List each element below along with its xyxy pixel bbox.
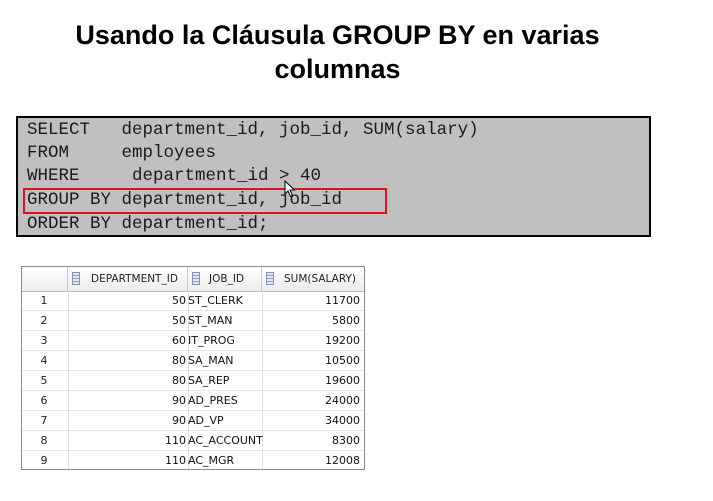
table-row[interactable]: 4 80 SA_MAN 10500 (22, 351, 364, 371)
cell-job-id[interactable]: ST_MAN (188, 314, 233, 327)
column-sort-icon (192, 272, 200, 285)
cell-sum-salary[interactable]: 12008 (325, 454, 360, 467)
column-divider (262, 291, 263, 469)
table-row[interactable]: 8 110 AC_ACCOUNT 8300 (22, 431, 364, 451)
table-row[interactable]: 9 110 AC_MGR 12008 (22, 451, 364, 469)
cell-sum-salary[interactable]: 5800 (332, 314, 360, 327)
row-number: 9 (40, 454, 48, 467)
row-number-header (22, 267, 68, 291)
column-header-label: JOB_ID (209, 273, 244, 285)
cell-sum-salary[interactable]: 19600 (325, 374, 360, 387)
cell-job-id[interactable]: ST_CLERK (188, 294, 243, 307)
row-number: 3 (40, 334, 48, 347)
column-header-label: SUM(SALARY) (284, 273, 356, 285)
column-header-job-id[interactable]: JOB_ID (188, 267, 262, 291)
mouse-pointer-icon (284, 180, 296, 198)
cell-job-id[interactable]: AC_MGR (188, 454, 235, 467)
column-header-sum-salary[interactable]: SUM(SALARY) (262, 267, 364, 291)
row-number: 4 (40, 354, 48, 367)
cell-department-id[interactable]: 50 (172, 314, 186, 327)
column-divider (188, 291, 189, 469)
cell-department-id[interactable]: 110 (165, 454, 186, 467)
query-results-grid: DEPARTMENT_ID JOB_ID SUM(SALARY) 1 50 ST… (21, 266, 365, 470)
cell-job-id[interactable]: SA_REP (188, 374, 230, 387)
sql-line-from: FROM employees (27, 143, 217, 163)
sql-line-order-by: ORDER BY department_id; (27, 214, 269, 234)
table-row[interactable]: 1 50 ST_CLERK 11700 (22, 291, 364, 311)
cell-department-id[interactable]: 90 (172, 394, 186, 407)
table-row[interactable]: 7 90 AD_VP 34000 (22, 411, 364, 431)
row-number: 6 (40, 394, 48, 407)
column-sort-icon (266, 272, 274, 285)
table-row[interactable]: 3 60 IT_PROG 19200 (22, 331, 364, 351)
row-number: 8 (40, 434, 48, 447)
cell-department-id[interactable]: 110 (165, 434, 186, 447)
group-by-highlight-box (23, 188, 387, 214)
cell-department-id[interactable]: 80 (172, 374, 186, 387)
cell-sum-salary[interactable]: 8300 (332, 434, 360, 447)
cell-department-id[interactable]: 50 (172, 294, 186, 307)
sql-line-select: SELECT department_id, job_id, SUM(salary… (27, 120, 479, 140)
slide-title: Usando la Cláusula GROUP BY en varias co… (0, 18, 675, 86)
column-sort-icon (72, 272, 80, 285)
cell-job-id[interactable]: AC_ACCOUNT (188, 434, 263, 447)
row-number: 1 (40, 294, 48, 307)
results-header-row: DEPARTMENT_ID JOB_ID SUM(SALARY) (22, 267, 364, 292)
column-header-department-id[interactable]: DEPARTMENT_ID (68, 267, 188, 291)
sql-line-where: WHERE department_id > 40 (27, 166, 322, 186)
table-row[interactable]: 2 50 ST_MAN 5800 (22, 311, 364, 331)
cell-sum-salary[interactable]: 24000 (325, 394, 360, 407)
row-number: 5 (40, 374, 48, 387)
cell-sum-salary[interactable]: 10500 (325, 354, 360, 367)
cell-sum-salary[interactable]: 11700 (325, 294, 360, 307)
table-row[interactable]: 5 80 SA_REP 19600 (22, 371, 364, 391)
slide-title-line-2: columnas (274, 54, 401, 84)
column-header-label: DEPARTMENT_ID (91, 273, 178, 285)
column-divider (68, 291, 69, 469)
cell-sum-salary[interactable]: 34000 (325, 414, 360, 427)
cell-job-id[interactable]: AD_VP (188, 414, 224, 427)
cell-job-id[interactable]: SA_MAN (188, 354, 234, 367)
cell-department-id[interactable]: 80 (172, 354, 186, 367)
row-number: 2 (40, 314, 48, 327)
row-number: 7 (40, 414, 48, 427)
cell-job-id[interactable]: IT_PROG (188, 334, 235, 347)
sql-line-group-by: GROUP BY department_id, job_id (27, 190, 343, 210)
slide-title-line-1: Usando la Cláusula GROUP BY en varias (75, 20, 600, 50)
cell-department-id[interactable]: 90 (172, 414, 186, 427)
table-row[interactable]: 6 90 AD_PRES 24000 (22, 391, 364, 411)
cell-department-id[interactable]: 60 (172, 334, 186, 347)
sql-code-box: SELECT department_id, job_id, SUM(salary… (16, 116, 651, 237)
cell-sum-salary[interactable]: 19200 (325, 334, 360, 347)
cell-job-id[interactable]: AD_PRES (188, 394, 238, 407)
